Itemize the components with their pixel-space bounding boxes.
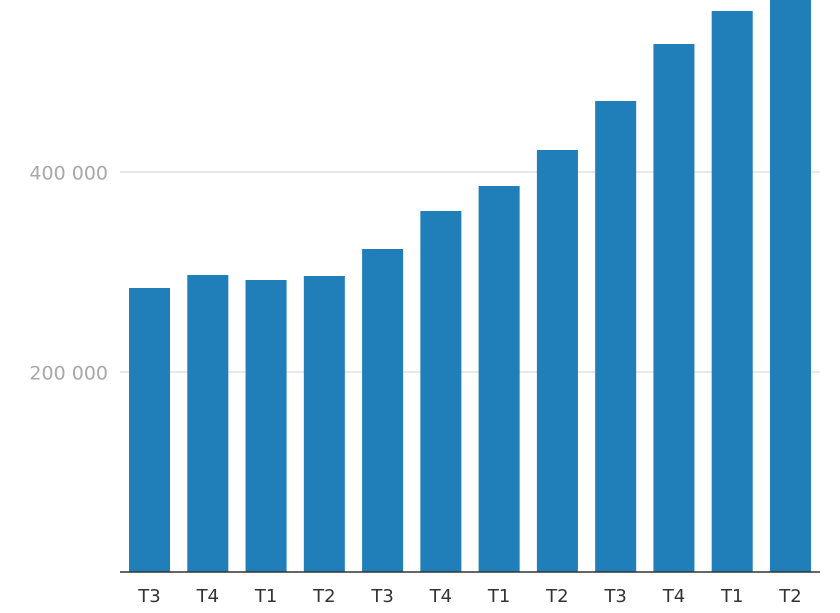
bar [245, 280, 287, 572]
x-tick-label: T2 [312, 586, 335, 607]
x-tick-label: T2 [545, 586, 568, 607]
x-tick-label: T3 [137, 586, 160, 607]
bar [595, 101, 637, 572]
bar [420, 211, 462, 572]
bar [303, 276, 345, 572]
x-tick-label: T4 [662, 586, 685, 607]
bar [653, 44, 695, 572]
bar [769, 0, 811, 572]
bar [478, 186, 520, 572]
x-tick-label: T1 [720, 586, 743, 607]
y-tick-label: 400 000 [29, 163, 108, 185]
x-tick-label: T4 [429, 586, 452, 607]
bar [711, 11, 753, 572]
bar [129, 288, 171, 572]
bar [187, 275, 229, 572]
x-tick-label: T3 [370, 586, 393, 607]
y-tick-label: 200 000 [29, 363, 108, 385]
x-tick-label: T2 [778, 586, 801, 607]
x-tick-label: T3 [603, 586, 626, 607]
x-tick-label: T4 [196, 586, 219, 607]
bar [536, 150, 578, 572]
bar [362, 249, 404, 572]
x-tick-label: T1 [254, 586, 277, 607]
x-tick-label: T1 [487, 586, 510, 607]
